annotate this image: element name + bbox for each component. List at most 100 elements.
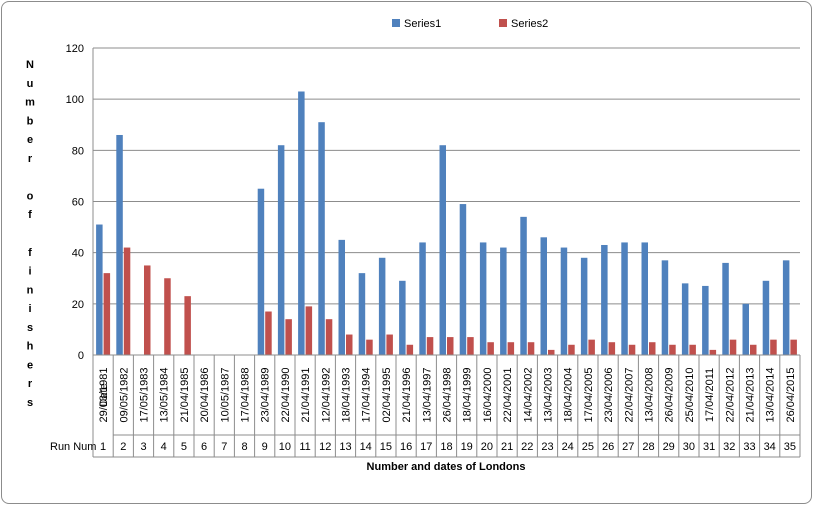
y-axis-label-char: s bbox=[27, 397, 33, 409]
run-number-label: 21 bbox=[501, 441, 513, 453]
y-axis-label-char: r bbox=[28, 378, 33, 390]
legend-label-series1: Series1 bbox=[404, 18, 441, 30]
bar-series1-16 bbox=[399, 280, 406, 355]
bar-series2-30 bbox=[689, 344, 696, 355]
date-label: 13/04/2008 bbox=[644, 367, 656, 422]
date-label: 12/04/1992 bbox=[320, 367, 332, 422]
run-number-label: 34 bbox=[764, 441, 776, 453]
run-number-label: 18 bbox=[440, 441, 452, 453]
bar-series1-21 bbox=[500, 247, 507, 355]
bar-series2-24 bbox=[568, 344, 575, 355]
y-axis-label-char: e bbox=[27, 134, 33, 146]
bar-series1-28 bbox=[641, 242, 648, 355]
legend: Series1 Series2 bbox=[392, 18, 548, 30]
bar-series2-22 bbox=[527, 342, 535, 355]
bar-series2-29 bbox=[669, 344, 676, 355]
gridlines bbox=[93, 47, 800, 305]
bar-series2-15 bbox=[386, 334, 393, 355]
run-number-label: 10 bbox=[279, 441, 291, 453]
date-label: 13/04/2003 bbox=[543, 367, 555, 422]
bar-series2-31 bbox=[709, 349, 717, 355]
y-tick-label: 80 bbox=[72, 145, 84, 157]
bar-series2-23 bbox=[548, 349, 555, 355]
bar-series2-19 bbox=[467, 337, 474, 355]
bars bbox=[96, 91, 797, 355]
run-number-label: 31 bbox=[703, 441, 715, 453]
y-axis-label-char: f bbox=[28, 247, 32, 259]
y-axis-label-char: i bbox=[28, 303, 31, 315]
run-number-label: 30 bbox=[683, 441, 695, 453]
bar-series2-11 bbox=[305, 306, 313, 355]
y-axis-label-char: b bbox=[27, 115, 34, 127]
row-label-date: Date bbox=[98, 383, 110, 406]
date-label: 22/04/2001 bbox=[502, 367, 514, 422]
bar-series1-32 bbox=[722, 262, 729, 355]
bar-series2-25 bbox=[588, 339, 595, 355]
run-number-label: 13 bbox=[339, 441, 351, 453]
run-number-label: 3 bbox=[140, 441, 146, 453]
date-label: 13/05/1984 bbox=[159, 367, 171, 422]
date-label: 20/04/1986 bbox=[199, 367, 211, 422]
run-number-label: 2 bbox=[120, 441, 126, 453]
bar-series2-1 bbox=[103, 273, 111, 355]
date-label: 22/04/2012 bbox=[724, 367, 736, 422]
run-number-label: 35 bbox=[784, 441, 796, 453]
y-axis-label-char: i bbox=[28, 266, 31, 278]
date-label: 23/04/2006 bbox=[603, 367, 615, 422]
legend-swatch-series1 bbox=[392, 19, 400, 27]
bar-series1-35 bbox=[782, 260, 790, 355]
y-axis-ticks: 0 20 40 60 80 100 120 bbox=[66, 43, 84, 362]
bar-series2-2 bbox=[123, 247, 131, 355]
date-label: 21/04/2013 bbox=[745, 367, 757, 422]
y-tick-label: 60 bbox=[72, 197, 84, 209]
run-number-label: 29 bbox=[663, 441, 675, 453]
y-axis-label-char: e bbox=[27, 359, 33, 371]
bar-series2-26 bbox=[608, 342, 616, 355]
bar-series1-31 bbox=[702, 285, 709, 355]
date-label: 29/03/1981 bbox=[98, 367, 110, 422]
bar-series2-20 bbox=[487, 342, 494, 355]
bar-series1-12 bbox=[318, 122, 325, 355]
bar-series1-24 bbox=[560, 247, 568, 355]
bar-series2-12 bbox=[325, 319, 333, 355]
bar-series2-17 bbox=[426, 337, 434, 355]
run-number-label: 33 bbox=[743, 441, 755, 453]
bar-series1-27 bbox=[621, 242, 628, 355]
bar-series1-20 bbox=[479, 242, 487, 355]
run-number-label: 28 bbox=[642, 441, 654, 453]
bar-series1-1 bbox=[96, 224, 103, 355]
bar-series2-27 bbox=[628, 344, 636, 355]
y-tick-label: 0 bbox=[78, 350, 84, 362]
date-label: 10/05/1987 bbox=[219, 367, 231, 422]
run-number-label: 32 bbox=[723, 441, 735, 453]
run-number-label: 5 bbox=[181, 441, 187, 453]
run-number-label: 25 bbox=[582, 441, 594, 453]
date-label: 13/04/2014 bbox=[765, 367, 777, 422]
run-number-label: 1 bbox=[100, 441, 106, 453]
bar-series1-25 bbox=[580, 257, 588, 355]
bar-series1-10 bbox=[277, 145, 285, 355]
date-label: 17/04/1988 bbox=[240, 367, 252, 422]
date-label: 13/04/1997 bbox=[421, 367, 433, 422]
bar-series1-19 bbox=[459, 204, 467, 355]
bar-series1-9 bbox=[257, 188, 265, 355]
bar-series2-16 bbox=[406, 344, 414, 355]
run-number-label: 23 bbox=[541, 441, 553, 453]
run-number-label: 20 bbox=[481, 441, 493, 453]
y-axis-label-char: f bbox=[28, 209, 32, 221]
y-tick-label: 20 bbox=[72, 299, 84, 311]
bar-series2-3 bbox=[144, 265, 151, 355]
run-number-label: 22 bbox=[521, 441, 533, 453]
bar-series1-22 bbox=[520, 216, 527, 355]
x-axis-label: Number and dates of Londons bbox=[367, 461, 526, 473]
date-label: 21/04/1985 bbox=[179, 367, 191, 422]
y-axis-label-char: m bbox=[25, 97, 35, 109]
date-label: 17/04/2011 bbox=[704, 368, 716, 422]
date-label: 26/04/2009 bbox=[664, 367, 676, 422]
run-number-label: 14 bbox=[360, 441, 372, 453]
run-number-label: 12 bbox=[319, 441, 331, 453]
bar-series1-23 bbox=[540, 237, 547, 355]
bar-series2-18 bbox=[447, 337, 454, 355]
